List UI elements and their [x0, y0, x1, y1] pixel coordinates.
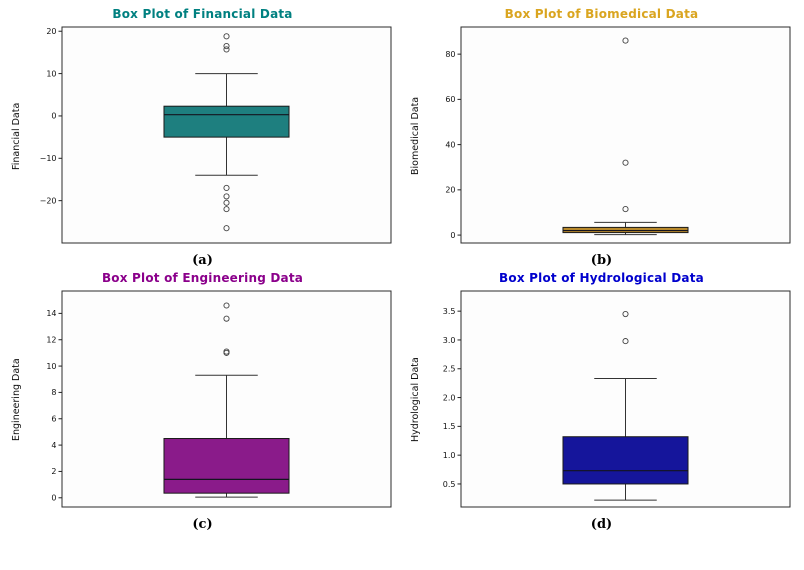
svg-text:6: 6 [51, 415, 56, 424]
svg-text:2: 2 [51, 467, 56, 476]
figure-grid: Box Plot of Financial Data Financial Dat… [8, 6, 796, 532]
svg-text:0: 0 [51, 112, 56, 121]
y-axis-label-engineering: Engineering Data [10, 358, 22, 442]
svg-text:14: 14 [46, 309, 56, 318]
svg-text:20: 20 [46, 27, 56, 36]
svg-text:80: 80 [445, 50, 455, 59]
chart-title-biomedical: Box Plot of Biomedical Data [504, 7, 699, 21]
subplot-caption-a: (a) [192, 253, 213, 268]
chart-title-hydrological: Box Plot of Hydrological Data [499, 271, 704, 285]
svg-text:3.5: 3.5 [442, 307, 455, 316]
subplot-engineering: Box Plot of Engineering Data Engineering… [8, 270, 397, 532]
subplot-biomedical: Box Plot of Biomedical Data Biomedical D… [407, 6, 796, 268]
subplot-caption-b: (b) [590, 253, 613, 268]
svg-text:10: 10 [46, 69, 56, 78]
subplot-caption-c: (c) [192, 517, 213, 532]
boxplot-canvas-biomedical: 0 20 40 60 80 [445, 26, 790, 244]
svg-text:−10: −10 [39, 154, 56, 163]
subplot-caption-d: (d) [590, 517, 613, 532]
chart-title-financial: Box Plot of Financial Data [112, 7, 293, 21]
plot-row: Engineering Data 0 2 4 6 8 10 12 14 [9, 286, 397, 514]
svg-text:20: 20 [445, 186, 455, 195]
y-axis-label-hydrological: Hydrological Data [409, 357, 421, 443]
plot-row: Biomedical Data 0 20 40 60 80 [408, 22, 796, 250]
subplot-hydrological: Box Plot of Hydrological Data Hydrologic… [407, 270, 796, 532]
svg-text:−20: −20 [39, 196, 56, 205]
y-axis-label-biomedical: Biomedical Data [409, 96, 421, 176]
boxplot-canvas-hydrological: 0.5 1.0 1.5 2.0 2.5 3.0 3.5 [442, 290, 790, 508]
boxplot-canvas-engineering: 0 2 4 6 8 10 12 14 [46, 290, 391, 508]
subplot-financial: Box Plot of Financial Data Financial Dat… [8, 6, 397, 268]
svg-text:2.0: 2.0 [442, 393, 455, 402]
chart-title-engineering: Box Plot of Engineering Data [101, 271, 304, 285]
y-axis-label-financial: Financial Data [10, 102, 22, 170]
svg-text:40: 40 [445, 140, 455, 149]
boxplot-canvas-financial: −20 −10 0 10 20 [39, 26, 391, 244]
svg-text:3.0: 3.0 [442, 336, 455, 345]
svg-text:1.0: 1.0 [442, 451, 455, 460]
svg-text:4: 4 [51, 441, 56, 450]
plot-row: Financial Data −20 −10 0 10 20 [9, 22, 397, 250]
plot-row: Hydrological Data 0.5 1.0 1.5 2.0 2.5 3.0 3.5 [408, 286, 796, 514]
svg-text:1.5: 1.5 [442, 422, 455, 431]
svg-text:60: 60 [445, 95, 455, 104]
svg-text:12: 12 [46, 336, 56, 345]
svg-text:0.5: 0.5 [442, 480, 455, 489]
svg-text:0: 0 [51, 494, 56, 503]
svg-text:2.5: 2.5 [442, 365, 455, 374]
svg-text:8: 8 [51, 388, 56, 397]
svg-text:0: 0 [450, 231, 455, 240]
svg-text:10: 10 [46, 362, 56, 371]
